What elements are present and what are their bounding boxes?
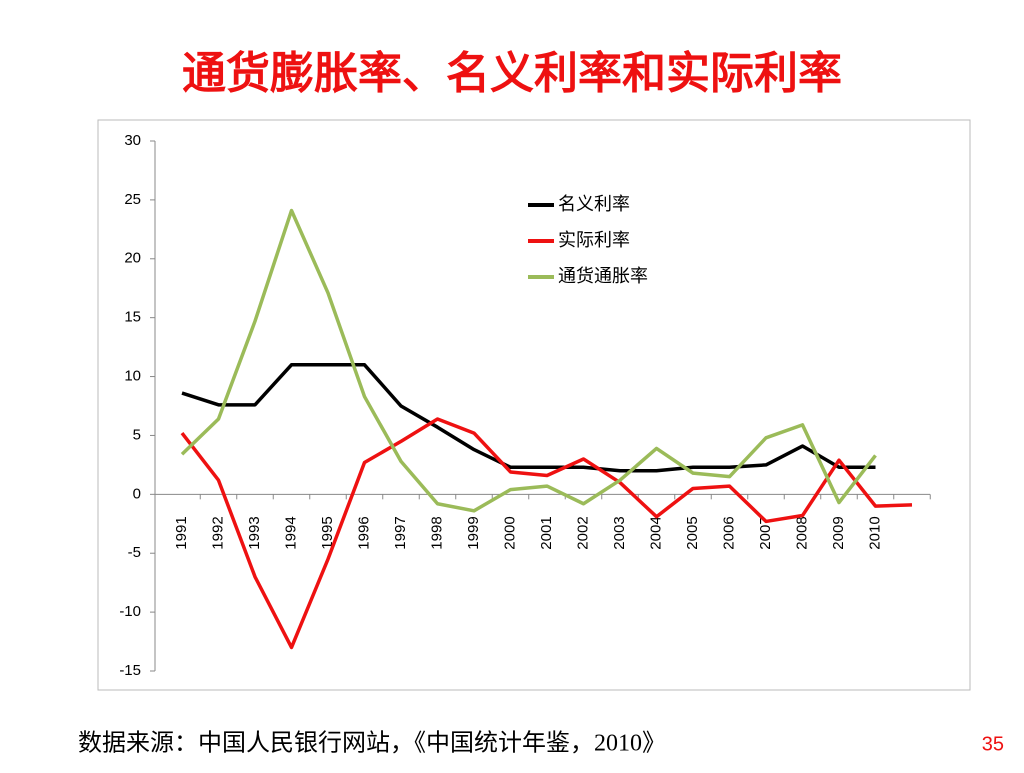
x-tick-label: 2004 <box>647 516 664 549</box>
x-tick-label: 2002 <box>574 516 591 549</box>
y-tick-label: 25 <box>124 191 141 208</box>
slide-title: 通货膨胀率、名义利率和实际利率 <box>182 49 842 98</box>
y-tick-label: 10 <box>124 368 141 385</box>
x-tick-label: 2009 <box>830 516 847 549</box>
source-note: 数据来源：中国人民银行网站，《中国统计年鉴，2010》 <box>78 730 666 757</box>
y-tick-label: -10 <box>119 603 141 620</box>
x-tick-label: 1992 <box>209 516 226 549</box>
x-tick-label: 2000 <box>501 516 518 549</box>
y-tick-label: -5 <box>128 544 141 561</box>
y-tick-label: 20 <box>124 250 141 267</box>
y-tick-label: 5 <box>133 426 141 443</box>
x-tick-label: 1999 <box>465 516 482 549</box>
x-tick-label: 2005 <box>684 516 701 549</box>
series-line <box>180 417 913 650</box>
legend-label: 名义利率 <box>558 194 630 214</box>
x-tick-label: 2010 <box>866 516 883 549</box>
x-tick-label: 1991 <box>173 516 190 549</box>
y-tick-label: 0 <box>133 485 141 502</box>
x-tick-label: 2001 <box>538 516 555 549</box>
x-tick-label: 1994 <box>282 516 299 549</box>
x-tick-label: 2006 <box>720 516 737 549</box>
y-tick-label: 15 <box>124 309 141 326</box>
x-tick-label: 1997 <box>392 516 409 549</box>
y-tick-label: -15 <box>119 662 141 679</box>
y-tick-label: 30 <box>124 132 141 149</box>
x-tick-label: 1998 <box>428 516 445 549</box>
x-tick-label: 2003 <box>611 516 628 549</box>
legend-label: 通货通胀率 <box>558 266 648 286</box>
x-tick-label: 1993 <box>246 516 263 549</box>
x-tick-label: 2007 <box>757 516 774 549</box>
x-tick-label: 1995 <box>319 516 336 549</box>
x-tick-label: 2008 <box>793 516 810 549</box>
x-tick-label: 1996 <box>355 516 372 549</box>
page-number: 35 <box>982 733 1004 755</box>
series-line <box>181 363 876 473</box>
legend-label: 实际利率 <box>558 230 630 250</box>
series-line <box>180 208 877 513</box>
